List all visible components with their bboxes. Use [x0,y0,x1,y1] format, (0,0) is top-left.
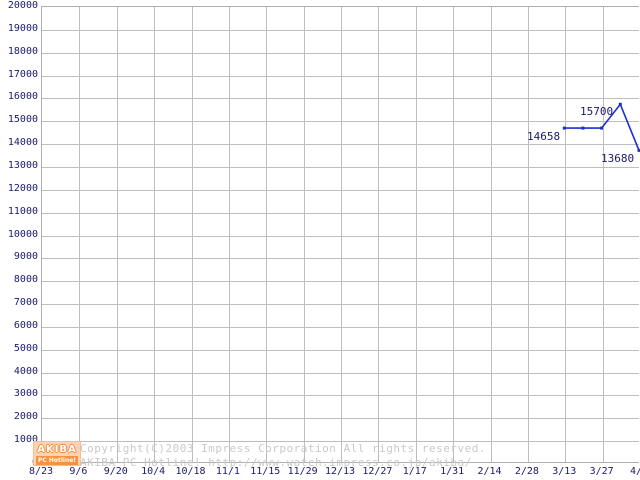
gridline-v-13 [527,7,529,462]
y-tick-3000: 3000 [13,388,38,400]
x-tick-9-20: 9/20 [103,466,128,477]
gridline-h-18000 [42,52,639,54]
plot-area [41,6,639,463]
gridline-v-12 [490,7,492,462]
gridline-v-10 [415,7,417,462]
y-tick-14000: 14000 [7,137,38,149]
y-tick-1000: 1000 [13,434,38,446]
data-label-13680: 13680 [601,152,635,165]
y-tick-10000: 10000 [7,228,38,240]
x-tick-12-27: 12/27 [362,466,393,477]
y-tick-9000: 9000 [13,251,38,263]
data-point-13680 [637,148,640,152]
gridline-v-2 [116,7,118,462]
y-tick-4000: 4000 [13,365,38,377]
gridline-h-14000 [42,144,639,146]
x-tick-9-6: 9/6 [69,466,88,477]
gridline-h-9000 [42,258,639,260]
akiba-pc-hotline-logo: AKIBA PC Hotline! [33,441,81,466]
data-point-14658 [581,126,585,130]
gridline-h-12000 [42,189,639,191]
x-tick-3-13: 3/13 [552,466,577,477]
gridline-h-13000 [42,166,639,168]
gridline-v-6 [266,7,268,462]
data-label-15700: 15700 [580,105,614,118]
gridline-v-8 [341,7,342,462]
gridline-v-3 [154,7,156,462]
data-point-14658 [600,126,604,130]
gridline-h-5000 [42,349,639,351]
gridline-v-14 [565,7,567,462]
x-tick-11-1: 11/1 [215,466,240,477]
gridline-h-8000 [42,281,639,283]
x-tick-1-17: 1/17 [402,466,427,477]
gridline-h-2000 [42,418,639,420]
logo-wordmark-pc-hotline: PC Hotline! [36,456,78,465]
y-tick-12000: 12000 [7,182,38,194]
x-tick-3-27: 3/27 [589,466,614,477]
gridline-h-15000 [42,121,639,123]
gridline-v-11 [453,7,455,462]
x-tick-10-4: 10/4 [141,466,166,477]
y-tick-17000: 17000 [7,68,38,80]
series-markers [562,102,640,152]
gridline-h-6000 [42,326,639,328]
gridline-h-16000 [42,98,639,100]
data-label-14658: 14658 [527,130,561,143]
x-tick-12-13: 12/13 [324,466,356,477]
gridline-h-19000 [42,29,639,31]
x-tick-11-29: 11/29 [287,466,318,477]
site-url-line: AKIBA PC Hotline! http://www.watch.impre… [80,456,472,469]
data-point-14658 [562,126,566,130]
y-tick-5000: 5000 [13,342,38,354]
gridline-h-10000 [42,235,639,237]
gridline-h-7000 [42,304,639,306]
gridline-h-17000 [42,75,639,77]
x-tick-11-15: 11/15 [250,466,281,477]
y-tick-20000: 20000 [7,0,38,11]
x-tick-2-14: 2/14 [477,466,502,477]
gridline-v-4 [191,7,193,462]
y-tick-7000: 7000 [13,297,38,309]
gridline-v-1 [79,7,81,462]
y-tick-19000: 19000 [7,22,38,34]
y-tick-11000: 11000 [7,205,38,217]
gridline-v-7 [303,7,305,462]
y-tick-8000: 8000 [13,274,38,286]
copyright-notice: Copyright(C)2003 Impress Corporation All… [80,442,486,455]
x-tick-2-28: 2/28 [514,466,539,477]
gridline-h-11000 [42,212,639,214]
x-tick-8-23: 8/23 [28,466,54,477]
data-point-15700 [618,102,622,106]
y-tick-16000: 16000 [7,91,38,103]
gridline-v-5 [228,7,230,462]
gridline-v-15 [602,7,604,462]
y-tick-18000: 18000 [7,45,38,57]
x-tick-10-18: 10/18 [175,466,206,477]
y-tick-6000: 6000 [13,319,38,331]
y-tick-2000: 2000 [13,411,38,423]
y-tick-15000: 15000 [7,114,38,126]
gridline-h-4000 [42,372,639,374]
gridline-h-1000 [42,441,639,443]
gridline-h-3000 [42,395,639,397]
gridline-v-9 [378,7,380,462]
y-tick-13000: 13000 [7,159,38,171]
logo-wordmark-akiba: AKIBA [37,443,77,455]
x-tick-1-31: 1/31 [440,466,465,477]
x-tick-4-3: 4/3 [629,466,640,477]
